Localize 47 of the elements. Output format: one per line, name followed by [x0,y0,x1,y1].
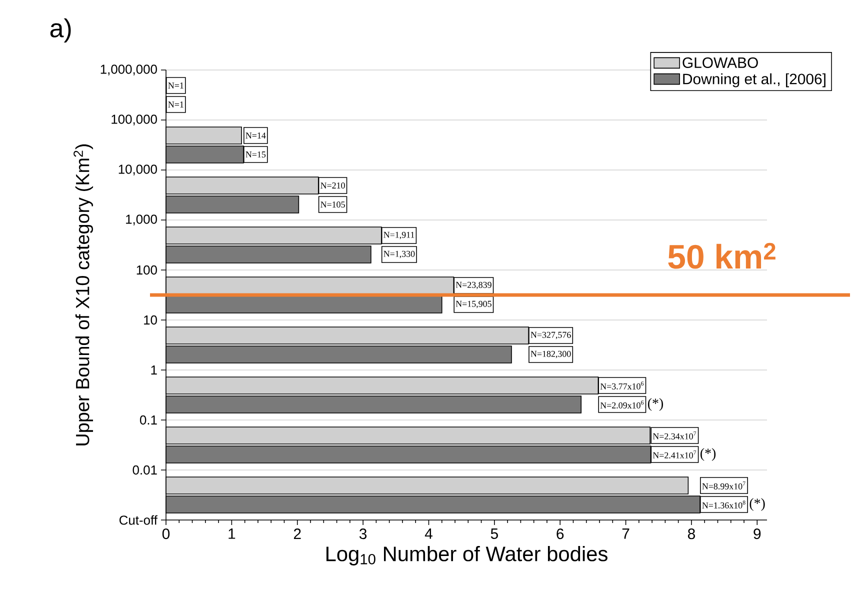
x-tick-label: 8 [688,528,695,540]
annotation: N=2.41x10$^{7}$ [652,450,696,458]
annotation: (*) [648,398,664,411]
annotation: N=15 [246,152,266,158]
x-tick-label: 1 [228,528,236,539]
text: Cut-off [120,515,158,525]
annotation: N=1 [168,102,184,108]
annotation: N=1,330 [384,250,415,258]
y-tick-label: 100,000 [112,114,157,126]
y-tick-label: 100 [136,265,157,275]
y-tick-label: 0.1 [140,415,157,425]
chart-title: a) [50,18,71,43]
annotation: N=327,576 [530,332,571,340]
ref-line-label: 50 km$^{2}$ [668,242,776,269]
legend-label: Downing et al., [2006] [683,73,826,88]
y-tick-label: 1,000,000 [100,64,157,76]
annotation: N=2.09x10$^{6}$ [600,400,644,408]
legend-label: GLOWABO [682,57,758,68]
annotation: N=2.34x10$^{7}$ [652,432,696,440]
annotation: N=14 [246,132,266,138]
annotation: N=15,905 [456,300,492,308]
annotation: (*) [750,498,765,511]
annotation: N=1.36x10$^{8}$ [702,500,746,508]
x-tick-label: 6 [556,528,564,540]
y-tick-label: 1 [151,366,157,374]
annotation: N=23,839 [456,282,492,290]
x-tick-label: 2 [294,528,301,539]
annotation: N=182,300 [530,350,571,358]
annotation: N=3.77x10$^{6}$ [600,382,644,390]
x-tick-label: 5 [490,528,498,539]
y-axis-title: Upper Bound of X10 category (Km$^{2}$) [74,144,94,446]
y-tick-label: 0.01 [132,465,157,475]
x-axis-title: Log$_{10}$ Number of Water bodies [326,546,608,566]
x-tick-label: 3 [359,528,367,540]
annotation: N=210 [320,182,345,189]
annotation: N=8.99x10$^{7}$ [702,482,746,490]
x-tick-label: 0 [162,528,170,540]
x-tick-label: 7 [622,528,630,539]
y-tick-label: 1,000 [126,214,157,226]
annotation: N=105 [320,201,345,208]
y-tick-label: 10 [144,315,157,325]
annotation: N=1 [168,82,184,88]
annotation: (*) [700,448,716,461]
y-tick-label: 10,000 [118,164,157,176]
x-tick-label: 4 [424,528,432,539]
annotation: N=1,911 [384,232,414,240]
x-tick-label: 9 [754,528,761,540]
